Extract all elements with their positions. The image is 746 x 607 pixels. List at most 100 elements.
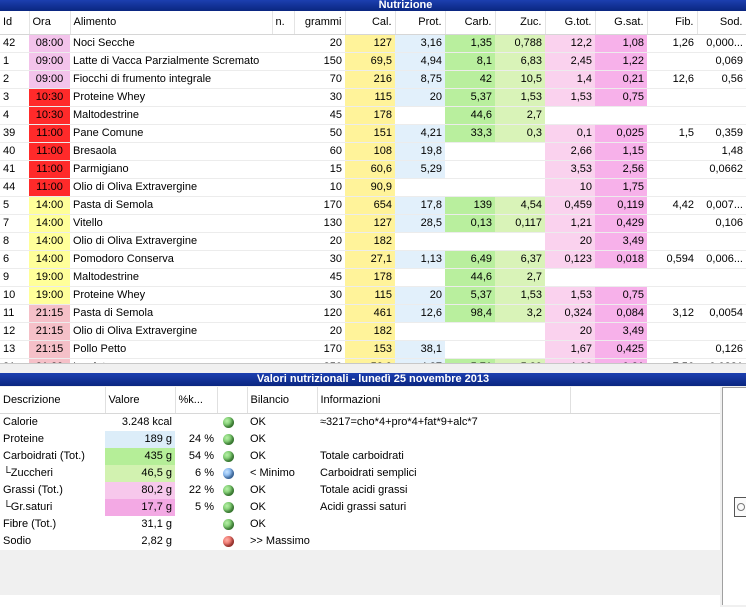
nutri-row[interactable]: └Gr.saturi 17,7 g 5 % OK Acidi grassi saturi <box>0 499 720 516</box>
nutri-row[interactable]: └Zuccheri 46,5 g 6 % < Minimo Carboidrati se… <box>0 465 720 482</box>
food-row[interactable]: 40 11:00 Bresaola 60 108 19,8 2,66 1,15 1,48 <box>0 142 746 161</box>
col-header-grammi[interactable]: grammi <box>294 11 346 35</box>
nutri-row[interactable]: Proteine 189 g 24 % OK <box>0 431 720 448</box>
food-table-header: Id Ora Alimento n. grammi Cal. Prot. Car… <box>0 11 746 35</box>
col-header-status[interactable] <box>217 387 248 414</box>
cell-gtot: 20 <box>545 232 595 251</box>
cell-grammi: 45 <box>294 106 345 125</box>
cell-zuc: 3,2 <box>495 304 545 323</box>
status-green-icon <box>223 416 234 428</box>
cell-ora: 19:00 <box>29 286 70 305</box>
col-header-carb[interactable]: Carb. <box>445 11 496 35</box>
cell-n <box>272 34 294 53</box>
cell-sod: 0,007... <box>697 196 746 215</box>
cell-id: 3 <box>0 88 29 107</box>
status-blue-icon <box>223 467 234 479</box>
food-row[interactable]: 4 10:30 Maltodestrine 45 178 44,6 2,7 <box>0 106 746 125</box>
col-header-descrizione[interactable]: Descrizione <box>0 387 106 414</box>
cell-carb: 44,6 <box>445 268 495 287</box>
food-row[interactable]: 1 09:00 Latte di Vacca Parzialmente Screma… <box>0 52 746 71</box>
cell-blank <box>570 533 720 550</box>
nutri-row[interactable]: Sodio 2,82 g >> Massimo <box>0 533 720 550</box>
cell-fib <box>647 340 697 359</box>
cell-zuc: 1,53 <box>495 286 545 305</box>
cell-carb <box>445 232 495 251</box>
col-header-alimento[interactable]: Alimento <box>70 11 273 35</box>
cell-blank <box>570 448 720 465</box>
cell-n <box>272 304 294 323</box>
nutri-row[interactable]: Calorie 3.248 kcal OK ≈3217=cho*4+pro*4+fat… <box>0 414 720 432</box>
food-row[interactable]: 39 11:00 Pane Comune 50 151 4,21 33,3 0,3 0,1 0,0… <box>0 124 746 143</box>
cell-cal: 127 <box>345 34 395 53</box>
cell-blank <box>570 414 720 432</box>
food-row[interactable]: 13 21:15 Pollo Petto 170 153 38,1 1,67 0,425 0,1… <box>0 340 746 359</box>
cell-gsat: 2,56 <box>595 160 647 179</box>
cell-ora: 09:00 <box>29 52 70 71</box>
col-header-bilancio[interactable]: Bilancio <box>247 387 318 414</box>
col-header-fib[interactable]: Fib. <box>647 11 698 35</box>
food-row[interactable]: 41 11:00 Parmigiano 15 60,6 5,29 3,53 2,56 0,066… <box>0 160 746 179</box>
document-icon[interactable] <box>734 497 746 517</box>
food-row[interactable]: 10 19:00 Proteine Whey 30 115 20 5,37 1,53 1,53 0… <box>0 286 746 305</box>
food-row[interactable]: 12 21:15 Olio di Oliva Extravergine 20 182 20… <box>0 322 746 341</box>
col-header-informazioni[interactable]: Informazioni <box>317 387 571 414</box>
cell-gsat: 1,08 <box>595 34 647 53</box>
food-panel-title: Nutrizione <box>0 0 746 11</box>
cell-status <box>217 533 247 550</box>
cell-status <box>217 465 247 482</box>
food-row[interactable]: 11 21:15 Pasta di Semola 120 461 12,6 98,4 3,2 0… <box>0 304 746 323</box>
cell-gsat: 1,22 <box>595 52 647 71</box>
cell-zuc: 2,7 <box>495 268 545 287</box>
cell-cal: 461 <box>345 304 395 323</box>
cell-sod <box>697 322 746 341</box>
food-row[interactable]: 7 14:00 Vitello 130 127 28,5 0,13 0,117 1,21 0,42… <box>0 214 746 233</box>
cell-bilancio: OK <box>250 501 266 513</box>
food-row[interactable]: 8 14:00 Olio di Oliva Extravergine 20 182 20 3… <box>0 232 746 251</box>
status-green-icon <box>223 501 234 513</box>
cell-id: 9 <box>0 268 29 287</box>
col-header-prot[interactable]: Prot. <box>395 11 446 35</box>
col-header-id[interactable]: Id <box>0 11 30 35</box>
col-header-gsat[interactable]: G.sat. <box>595 11 648 35</box>
col-header-zuc[interactable]: Zuc. <box>495 11 546 35</box>
cell-grammi: 150 <box>294 52 345 71</box>
cell-n <box>272 340 294 359</box>
cell-gtot: 3,53 <box>545 160 595 179</box>
cell-sod <box>697 88 746 107</box>
food-row[interactable]: 6 14:00 Pomodoro Conserva 30 27,1 1,13 6,49 6,3… <box>0 250 746 269</box>
nutri-row[interactable]: Fibre (Tot.) 31,1 g OK <box>0 516 720 533</box>
nutri-row[interactable]: Grassi (Tot.) 80,2 g 22 % OK Totale acidi gr… <box>0 482 720 499</box>
cell-ora: 14:00 <box>29 196 70 215</box>
cell-gsat: 1,75 <box>595 178 647 197</box>
food-row[interactable]: 44 11:00 Olio di Oliva Extravergine 10 90,9 1… <box>0 178 746 197</box>
food-row[interactable]: 2 09:00 Fiocchi di frumento integrale 70 216… <box>0 70 746 89</box>
cell-grammi: 45 <box>294 268 345 287</box>
food-row[interactable]: 42 08:00 Noci Secche 20 127 3,16 1,35 0,788 12,2… <box>0 34 746 53</box>
col-header-cal[interactable]: Cal. <box>345 11 396 35</box>
cell-ora: 14:00 <box>29 250 70 269</box>
cell-ora: 11:00 <box>29 142 70 161</box>
col-header-sod[interactable]: Sod. <box>697 11 746 35</box>
cell-cal: 216 <box>345 70 395 89</box>
food-row[interactable]: 5 14:00 Pasta di Semola 170 654 17,8 139 4,54 0,… <box>0 196 746 215</box>
food-row[interactable]: 9 19:00 Maltodestrine 45 178 44,6 2,7 <box>0 268 746 287</box>
cell-prot <box>395 322 445 341</box>
cell-carb <box>445 142 495 161</box>
cell-pct <box>175 516 217 533</box>
cell-valore: 3.248 kcal <box>121 416 172 428</box>
cell-gsat: 0,018 <box>595 250 647 269</box>
cell-valore: 435 g <box>105 448 175 465</box>
nutri-row[interactable]: Carboidrati (Tot.) 435 g 54 % OK Totale carb… <box>0 448 720 465</box>
cell-ora: 21:15 <box>29 340 70 359</box>
cell-status <box>217 482 247 499</box>
col-header-gtot[interactable]: G.tot. <box>545 11 596 35</box>
cell-n <box>272 286 294 305</box>
col-header-n[interactable]: n. <box>272 11 295 35</box>
panel-splitter[interactable] <box>0 363 746 374</box>
col-header-pct[interactable]: %k... <box>175 387 218 414</box>
cell-fib: 4,42 <box>647 196 697 215</box>
cell-valore: 80,2 g <box>105 482 175 499</box>
col-header-ora[interactable]: Ora <box>29 11 71 35</box>
food-row[interactable]: 3 10:30 Proteine Whey 30 115 20 5,37 1,53 1,53 0,… <box>0 88 746 107</box>
col-header-valore[interactable]: Valore <box>105 387 176 414</box>
